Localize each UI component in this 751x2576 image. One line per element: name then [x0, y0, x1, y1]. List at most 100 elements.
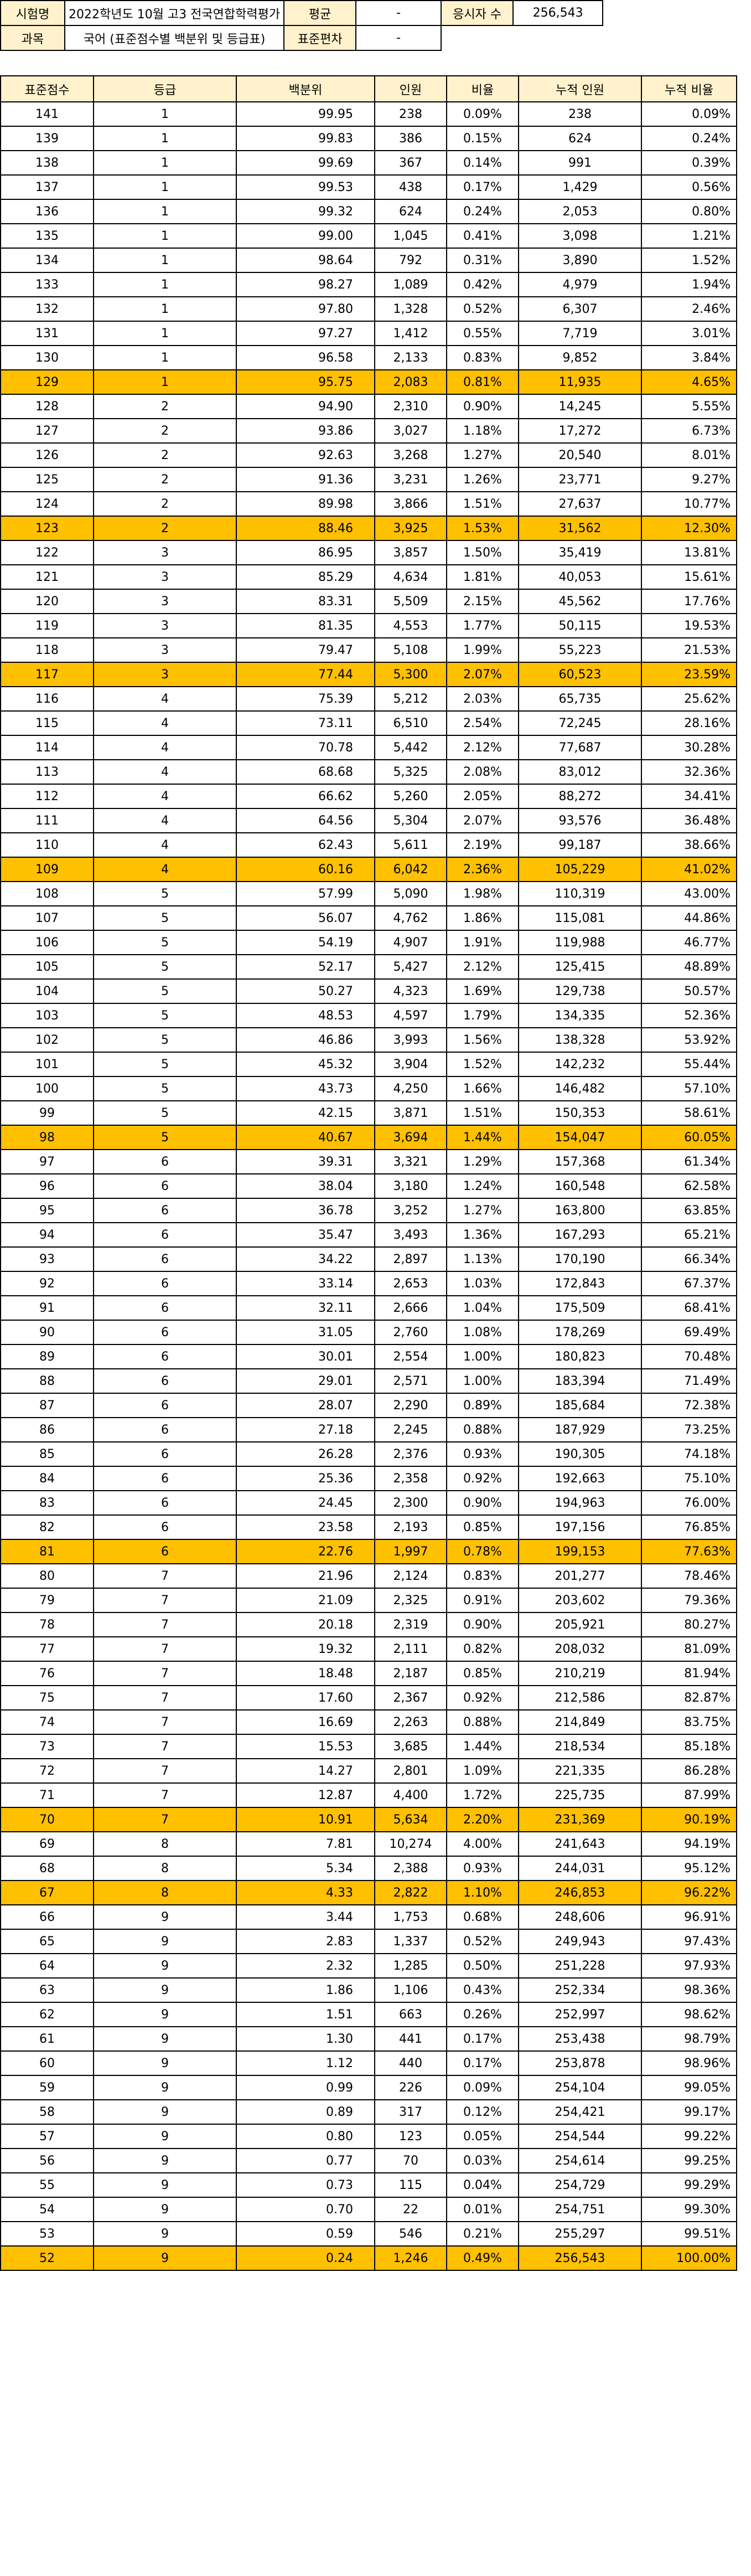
- percentile-cell: 16.69: [236, 1709, 375, 1735]
- table-row: 118 3 79.47 5,108 1.99% 55,223 21.53%: [0, 637, 737, 663]
- percentile-cell: 2.32: [236, 1953, 375, 1979]
- cumulative-count-cell: 201,277: [518, 1563, 642, 1589]
- percentile-cell: 3.44: [236, 1904, 375, 1930]
- percentile-cell: 99.69: [236, 150, 375, 176]
- ratio-cell: 1.00%: [446, 1344, 519, 1369]
- cumulative-count-cell: 214,849: [518, 1709, 642, 1735]
- ratio-cell: 2.12%: [446, 954, 519, 980]
- cumulative-ratio-cell: 98.79%: [641, 2026, 737, 2052]
- percentile-cell: 92.63: [236, 442, 375, 468]
- cumulative-ratio-cell: 2.46%: [641, 296, 737, 322]
- percentile-cell: 0.77: [236, 2148, 375, 2173]
- header-grade: 등급: [93, 75, 237, 102]
- score-cell: 101: [0, 1052, 94, 1077]
- cumulative-count-cell: 205,921: [518, 1612, 642, 1637]
- ratio-cell: 0.68%: [446, 1904, 519, 1930]
- grade-cell: 7: [93, 1807, 237, 1832]
- score-cell: 76: [0, 1661, 94, 1686]
- score-cell: 71: [0, 1782, 94, 1808]
- score-cell: 139: [0, 126, 94, 151]
- cumulative-count-cell: 167,293: [518, 1222, 642, 1248]
- ratio-cell: 0.26%: [446, 2002, 519, 2027]
- percentile-cell: 98.27: [236, 272, 375, 297]
- table-row: 71 7 12.87 4,400 1.72% 225,735 87.99%: [0, 1782, 737, 1808]
- cumulative-ratio-cell: 98.96%: [641, 2051, 737, 2076]
- percentile-cell: 1.30: [236, 2026, 375, 2052]
- percentile-cell: 30.01: [236, 1344, 375, 1369]
- score-cell: 102: [0, 1027, 94, 1053]
- cumulative-ratio-cell: 77.63%: [641, 1539, 737, 1564]
- ratio-cell: 0.09%: [446, 2075, 519, 2100]
- cumulative-ratio-cell: 0.39%: [641, 150, 737, 176]
- cumulative-ratio-cell: 99.29%: [641, 2172, 737, 2198]
- grade-cell: 1: [93, 345, 237, 370]
- score-cell: 54: [0, 2197, 94, 2222]
- cumulative-count-cell: 170,190: [518, 1246, 642, 1272]
- cumulative-ratio-cell: 1.94%: [641, 272, 737, 297]
- count-cell: 3,180: [374, 1173, 447, 1199]
- ratio-cell: 0.09%: [446, 101, 519, 127]
- ratio-cell: 1.51%: [446, 1100, 519, 1126]
- table-row: 121 3 85.29 4,634 1.81% 40,053 15.61%: [0, 564, 737, 590]
- cumulative-count-cell: 192,663: [518, 1466, 642, 1491]
- ratio-cell: 1.36%: [446, 1222, 519, 1248]
- table-row: 115 4 73.11 6,510 2.54% 72,245 28.16%: [0, 710, 737, 736]
- percentile-cell: 43.73: [236, 1076, 375, 1101]
- score-cell: 87: [0, 1393, 94, 1418]
- ratio-cell: 0.24%: [446, 199, 519, 224]
- score-cell: 120: [0, 589, 94, 614]
- percentile-cell: 97.80: [236, 296, 375, 322]
- cumulative-ratio-cell: 87.99%: [641, 1782, 737, 1808]
- table-row: 54 9 0.70 22 0.01% 254,751 99.30%: [0, 2197, 737, 2222]
- ratio-cell: 1.69%: [446, 978, 519, 1004]
- ratio-cell: 0.01%: [446, 2197, 519, 2222]
- percentile-cell: 98.64: [236, 248, 375, 273]
- cumulative-count-cell: 251,228: [518, 1953, 642, 1979]
- grade-cell: 2: [93, 516, 237, 541]
- table-row: 103 5 48.53 4,597 1.79% 134,335 52.36%: [0, 1003, 737, 1028]
- table-row: 128 2 94.90 2,310 0.90% 14,245 5.55%: [0, 394, 737, 419]
- cumulative-ratio-cell: 82.87%: [641, 1685, 737, 1711]
- cumulative-count-cell: 157,368: [518, 1149, 642, 1174]
- score-cell: 124: [0, 491, 94, 517]
- score-cell: 68: [0, 1856, 94, 1881]
- cumulative-count-cell: 248,606: [518, 1904, 642, 1930]
- cumulative-ratio-cell: 68.41%: [641, 1295, 737, 1321]
- ratio-cell: 0.52%: [446, 296, 519, 322]
- ratio-cell: 0.92%: [446, 1685, 519, 1711]
- count-cell: 2,319: [374, 1612, 447, 1637]
- grade-cell: 9: [93, 2245, 237, 2271]
- cumulative-ratio-cell: 83.75%: [641, 1709, 737, 1735]
- ratio-cell: 2.15%: [446, 589, 519, 614]
- cumulative-ratio-cell: 46.77%: [641, 930, 737, 955]
- grade-cell: 6: [93, 1271, 237, 1296]
- header-count: 인원: [374, 75, 447, 102]
- count-cell: 3,252: [374, 1198, 447, 1223]
- score-cell: 122: [0, 540, 94, 565]
- table-row: 80 7 21.96 2,124 0.83% 201,277 78.46%: [0, 1563, 737, 1589]
- cumulative-count-cell: 180,823: [518, 1344, 642, 1369]
- count-cell: 6,510: [374, 710, 447, 736]
- score-cell: 62: [0, 2002, 94, 2027]
- header-percentile: 백분위: [236, 75, 375, 102]
- ratio-cell: 0.85%: [446, 1514, 519, 1540]
- sd-label: 표준편차: [283, 25, 357, 51]
- table-row: 73 7 15.53 3,685 1.44% 218,534 85.18%: [0, 1734, 737, 1759]
- percentile-cell: 99.32: [236, 199, 375, 224]
- grade-cell: 6: [93, 1393, 237, 1418]
- cumulative-ratio-cell: 99.51%: [641, 2221, 737, 2247]
- count-cell: 3,857: [374, 540, 447, 565]
- ratio-cell: 1.03%: [446, 1271, 519, 1296]
- table-row: 88 6 29.01 2,571 1.00% 183,394 71.49%: [0, 1368, 737, 1394]
- percentile-cell: 93.86: [236, 418, 375, 444]
- percentile-cell: 22.76: [236, 1539, 375, 1564]
- table-row: 98 5 40.67 3,694 1.44% 154,047 60.05%: [0, 1125, 737, 1150]
- ratio-cell: 0.12%: [446, 2099, 519, 2125]
- cumulative-ratio-cell: 99.17%: [641, 2099, 737, 2125]
- grade-cell: 5: [93, 1027, 237, 1053]
- ratio-cell: 0.88%: [446, 1709, 519, 1735]
- count-cell: 2,310: [374, 394, 447, 419]
- table-row: 112 4 66.62 5,260 2.05% 88,272 34.41%: [0, 784, 737, 809]
- grade-cell: 2: [93, 418, 237, 444]
- cumulative-count-cell: 160,548: [518, 1173, 642, 1199]
